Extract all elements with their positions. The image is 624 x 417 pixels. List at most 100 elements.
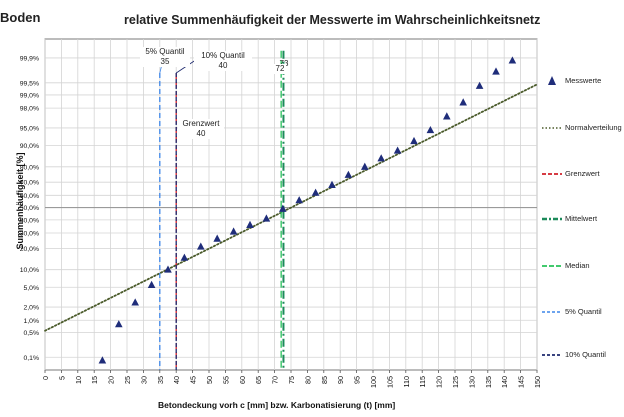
y-axis-label: Summenhäufigkeit [%] [15,152,25,250]
chart-title: relative Summenhäufigkeit der Messwerte … [124,13,541,27]
y-tick-label: 60,0% [20,193,39,200]
x-tick-label: 75 [287,376,296,384]
x-tick-label: 90 [336,376,345,384]
data-point-messwert [295,196,303,204]
y-tick-label: 10,0% [20,267,39,274]
data-point-messwert [426,125,435,134]
data-point-messwert [311,188,320,196]
x-tick-label: 95 [353,376,362,384]
legend-label-grenzwert: Grenzwert [565,169,600,178]
data-point-messwert [246,220,254,228]
data-point-messwert [459,98,467,106]
x-tick-label: 35 [156,376,165,384]
data-point-messwert [443,112,451,120]
legend-item-5pct-quantil: 5% Quantil [540,302,624,322]
x-tick-label: 65 [254,376,263,384]
y-tick-label: 99,9% [20,55,39,62]
y-tick-label: 99,0% [20,92,39,99]
legend-label-mittelwert: Mittelwert [565,214,598,223]
data-point-messwert [279,204,287,212]
x-tick-label: 25 [123,376,132,384]
x-tick-label: 55 [221,376,230,384]
y-tick-label: 20,0% [20,246,39,253]
annotation-grenzwert: Grenzwert 40 [178,119,224,139]
x-tick-label: 110 [402,376,411,387]
y-tick-label: 80,0% [20,164,39,171]
annotation-median: 72 [274,64,286,74]
x-tick-label: 85 [320,376,329,384]
y-tick-label: 2,0% [24,305,40,312]
data-point-messwert [164,265,172,273]
legend-dashed-lightgreen-line-icon [542,265,562,267]
x-tick-label: 115 [418,376,427,387]
x-tick-label: 145 [517,376,526,388]
x-tick-label: 20 [107,376,116,384]
data-point-messwert [508,56,517,64]
y-tick-label: 70,0% [20,180,39,187]
x-tick-label: 80 [303,376,312,384]
y-tick-label: 30,0% [20,230,39,237]
y-tick-label: 0,5% [24,330,40,337]
annotation-5pct-quantil: 5% Quantil 35 [140,47,190,67]
x-tick-label: 15 [90,376,99,384]
x-tick-label: 150 [533,376,542,388]
x-tick-label: 60 [238,376,247,384]
legend-item-grenzwert: Grenzwert [540,164,624,184]
y-tick-label: 5,0% [24,285,40,292]
data-point-messwert [147,280,156,289]
legend-item-messwerte: Messwerte [540,71,624,91]
legend-label-normalverteilung: Normalverteilung [565,123,622,132]
x-tick-label: 120 [435,376,444,388]
legend-item-mittelwert: Mittelwert [540,209,624,229]
x-tick-label: 50 [205,376,214,384]
annotation-10pct-quantil: 10% Quantil 40 [194,51,252,71]
x-tick-label: 125 [451,376,460,388]
legend-item-normalverteilung: Normalverteilung [540,118,624,138]
legend-label-messwerte: Messwerte [565,76,602,85]
x-tick-label: 30 [139,376,148,384]
legend-dashed-red-line-icon [542,173,562,175]
legend-dashed-blue-line-icon [542,311,562,313]
data-point-messwert [115,320,123,328]
data-point-messwert [475,81,484,89]
data-point-messwert [229,227,238,235]
x-tick-label: 140 [500,376,509,388]
y-tick-label: 1,0% [24,318,40,325]
legend-label-median: Median [565,261,590,270]
data-point-messwert [180,253,189,261]
data-point-messwert [131,298,139,306]
legend-dashdot-green-line-icon [542,217,562,221]
x-tick-label: 135 [484,376,493,388]
data-point-messwert [410,136,418,145]
corner-label: Boden [0,10,41,25]
y-tick-label: 98,0% [20,106,39,113]
y-tick-label: 40,0% [20,217,39,224]
legend-item-10pct-quantil: 10% Quantil [540,345,624,365]
x-axis-label: Betondeckung vorh c [mm] bzw. Karbonatis… [158,400,396,410]
data-point-messwert [344,170,353,178]
x-tick-label: 130 [467,376,476,388]
legend-triangle-icon [548,76,556,85]
x-tick-label: 5 [57,376,66,380]
y-tick-label: 95,0% [20,125,39,132]
x-tick-label: 105 [385,376,394,388]
data-point-messwert [213,234,221,242]
x-tick-label: 100 [369,376,378,388]
x-tick-label: 70 [271,376,280,384]
data-point-messwert [328,180,336,188]
annotation-mittelwert: 73 [278,59,290,69]
legend-item-median: Median [540,256,624,276]
x-tick-label: 45 [189,376,198,384]
y-tick-label: 0,1% [24,355,40,362]
x-tick-label: 40 [172,376,181,384]
data-point-messwert [361,162,369,170]
data-point-messwert [197,242,205,250]
y-tick-label: 90,0% [20,143,39,150]
data-point-messwert [98,356,107,364]
x-tick-label: 0 [41,376,50,380]
normal-distribution-line [44,83,538,332]
legend-label-10pct-quantil: 10% Quantil [565,350,606,359]
data-point-messwert [492,67,500,75]
y-tick-label: 99,5% [20,80,39,87]
